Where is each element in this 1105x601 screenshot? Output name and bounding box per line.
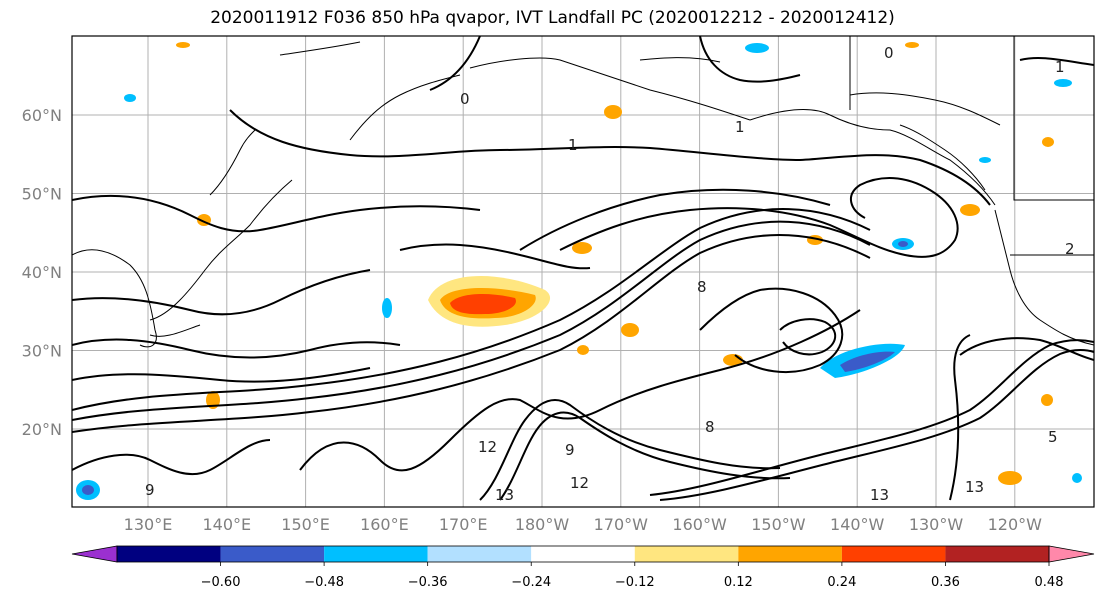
longitude-tick-label: 140°E: [202, 515, 251, 534]
colorbar-tick-label: −0.36: [408, 575, 448, 590]
colorbar-frame: [116, 545, 1050, 563]
shading-negative-blobs: [76, 43, 1082, 500]
contour-labels: 0 1 1 1 13 13 13 12 12 9 9 8 8 5 2 0: [145, 44, 1075, 504]
contour-label: 0: [884, 44, 894, 62]
contour-label: 9: [145, 481, 155, 499]
latitude-tick-label: 40°N: [22, 263, 62, 282]
colorbar-tick-label: −0.12: [615, 575, 655, 590]
map-content: [72, 36, 1094, 507]
colorbar-segment: [738, 546, 842, 562]
contour-label: 1: [568, 136, 578, 154]
colorbar-tick-label: −0.48: [304, 575, 344, 590]
contour-label: 13: [870, 486, 889, 504]
contour-label: 12: [478, 438, 497, 456]
colorbar-segment: [220, 546, 325, 562]
map-frame: [71, 35, 1095, 508]
colorbar-tick-label: −0.24: [511, 575, 551, 590]
colorbar-tick-label: −0.60: [201, 575, 241, 590]
colorbar-tick-label: 0.12: [724, 575, 753, 590]
shading-positive-blob-main: [428, 276, 551, 327]
longitude-tick-label: 140°W: [830, 515, 885, 534]
latitude-tick-label: 50°N: [22, 185, 62, 204]
longitude-tick-labels: 130°E 140°E 150°E 160°E 170°E 180°W 170°W 160°W…: [124, 515, 1042, 534]
latitude-tick-labels: 60°N 50°N 40°N 30°N 20°N: [22, 106, 62, 439]
longitude-tick-label: 170°E: [439, 515, 488, 534]
longitude-tick-label: 170°W: [594, 515, 649, 534]
colorbar-segment: [117, 546, 221, 562]
longitude-tick-label: 160°W: [672, 515, 727, 534]
colorbar-tick-label: 0.24: [827, 575, 856, 590]
coastlines: [72, 36, 1094, 348]
contour-label: 8: [697, 278, 707, 296]
longitude-tick-label: 150°W: [751, 515, 806, 534]
latitude-tick-label: 20°N: [22, 420, 62, 439]
colorbar-segment: [634, 546, 739, 562]
colorbar-tick-labels: −0.60 −0.48 −0.36 −0.24 −0.12 0.12 0.24 0.36 0.4…: [201, 562, 1064, 590]
longitude-tick-label: 150°E: [281, 515, 330, 534]
contour-label: 1: [735, 118, 745, 136]
colorbar-tick-label: 0.48: [1035, 575, 1064, 590]
chart-title: 2020011912 F036 850 hPa qvapor, IVT Land…: [210, 8, 895, 28]
latitude-tick-label: 60°N: [22, 106, 62, 125]
colorbar-segment: [841, 546, 946, 562]
contour-label: 5: [1048, 428, 1058, 446]
longitude-tick-label: 180°W: [515, 515, 570, 534]
contour-label: 12: [570, 474, 589, 492]
longitude-tick-label: 120°W: [988, 515, 1043, 534]
colorbar-extend-low: [71, 545, 118, 563]
contour-label: 13: [495, 486, 514, 504]
longitude-tick-label: 160°E: [360, 515, 409, 534]
longitude-tick-label: 130°W: [909, 515, 964, 534]
contour-label: 0: [460, 90, 470, 108]
colorbar-segment: [531, 546, 635, 562]
colorbar-extend-high: [1048, 545, 1095, 563]
colorbar-segment: [945, 546, 1049, 562]
latitude-tick-label: 30°N: [22, 342, 62, 361]
ivt-contours: [72, 36, 1094, 501]
contour-label: 8: [705, 418, 715, 436]
contour-label: 2: [1065, 240, 1075, 258]
contour-label: 1: [1055, 58, 1065, 76]
colorbar-tick-label: 0.36: [931, 575, 960, 590]
colorbar-segment: [324, 546, 428, 562]
contour-label: 13: [965, 478, 984, 496]
contour-label: 9: [565, 441, 575, 459]
colorbar-segment: [427, 546, 532, 562]
longitude-tick-label: 130°E: [124, 515, 173, 534]
colorbar: [71, 545, 1095, 563]
shading-positive-blobs: [176, 42, 1054, 485]
